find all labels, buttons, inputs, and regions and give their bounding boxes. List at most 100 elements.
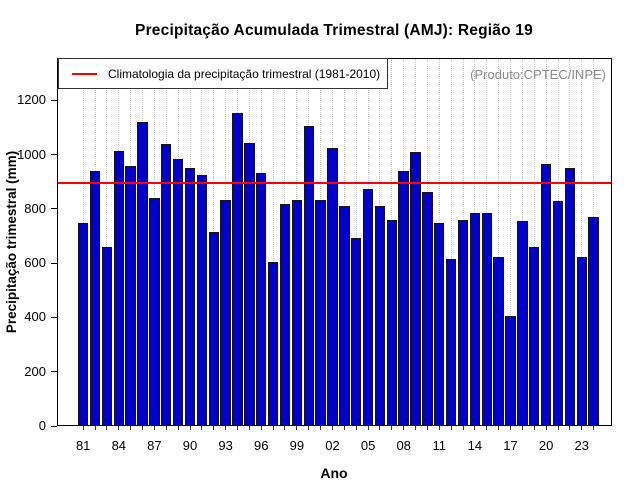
y-tick-label: 400 [24,309,46,325]
x-tick-label: 14 [467,438,483,453]
x-tick [94,426,96,430]
bar-1999 [291,199,303,425]
x-tick-label: 08 [396,438,411,453]
x-tick [450,426,452,430]
gridline [510,59,512,425]
x-tick [118,426,120,430]
y-tick [51,208,57,210]
bar-1991 [196,175,208,425]
x-tick [189,426,191,430]
x-tick [462,426,464,430]
bar-1996 [256,172,267,425]
bar-1983 [101,247,113,425]
bar-1990 [184,168,196,425]
climatology-line-sample [72,72,97,75]
x-tick [403,426,405,430]
legend-label: Climatologia da precipitação trimestral … [108,66,381,81]
x-tick [498,426,500,430]
gridline [533,59,535,425]
x-tick [343,426,345,430]
x-tick [593,426,595,430]
bar-1981 [78,222,89,425]
y-tick [51,262,57,264]
x-tick [521,426,523,430]
bar-1985 [125,165,136,425]
legend: Climatologia da precipitação trimestral … [58,58,388,89]
x-tick [225,426,227,430]
y-tick [51,371,57,373]
x-tick [320,426,322,430]
bar-2005 [362,188,374,425]
y-tick [51,154,57,155]
x-tick [355,426,357,430]
bar-2004 [351,237,362,425]
bar-1998 [279,203,291,425]
bar-1994 [232,112,243,425]
bar-1992 [208,232,219,425]
gridline [581,59,583,425]
x-tick [296,426,298,430]
bar-2002 [327,148,338,425]
bar-2013 [457,220,469,425]
bar-2022 [564,168,576,425]
bar-2010 [422,191,433,425]
x-tick [486,426,488,430]
bar-1989 [172,158,184,425]
x-tick-label: 11 [432,438,447,453]
x-tick [510,426,512,430]
bar-2009 [410,152,421,425]
y-tick-label: 1200 [17,92,46,108]
bar-1984 [113,150,124,425]
x-tick-label: 17 [503,438,518,453]
bar-2023 [576,256,587,425]
bar-1986 [137,122,148,425]
chart-title: Precipitação Acumulada Trimestral (AMJ):… [135,22,533,39]
x-tick [438,426,440,430]
bar-2011 [434,222,445,425]
x-tick-label: 93 [218,438,233,453]
bar-2024 [588,217,599,425]
x-tick-label: 23 [574,438,589,453]
y-tick-label: 200 [24,363,46,379]
x-tick [142,426,144,430]
x-tick [213,426,215,430]
x-tick [106,426,108,430]
bar-2003 [339,206,350,425]
x-tick [272,426,274,430]
bar-2016 [493,256,504,425]
x-tick [331,426,333,430]
x-tick-label: 84 [111,438,127,453]
x-tick [201,426,203,430]
x-tick [248,426,250,430]
x-tick [308,426,310,430]
x-tick [533,426,535,430]
x-tick [545,426,547,430]
x-tick [130,426,132,430]
product-annotation: (Produto:CPTEC/INPE) [470,67,606,82]
bar-2012 [445,259,457,425]
bar-2014 [469,213,481,425]
x-tick [379,426,381,430]
x-tick [165,426,167,430]
gridline [450,59,452,425]
x-tick [260,426,262,430]
x-axis-label: Ano [320,465,348,481]
bar-1987 [149,198,160,425]
x-tick-label: 02 [325,438,340,453]
bar-2021 [552,201,564,425]
y-tick-label: 1000 [17,146,46,162]
x-tick [153,426,155,430]
x-tick-label: 20 [538,438,554,453]
bar-1997 [267,262,279,425]
bar-2008 [398,171,409,425]
climatology-line [58,182,611,185]
y-tick-label: 800 [24,200,46,216]
x-tick [237,426,238,430]
y-tick [51,99,57,101]
x-tick [426,426,428,430]
bar-2000 [303,126,314,425]
y-tick [51,316,57,318]
y-tick [51,425,57,427]
gridline [106,59,108,425]
